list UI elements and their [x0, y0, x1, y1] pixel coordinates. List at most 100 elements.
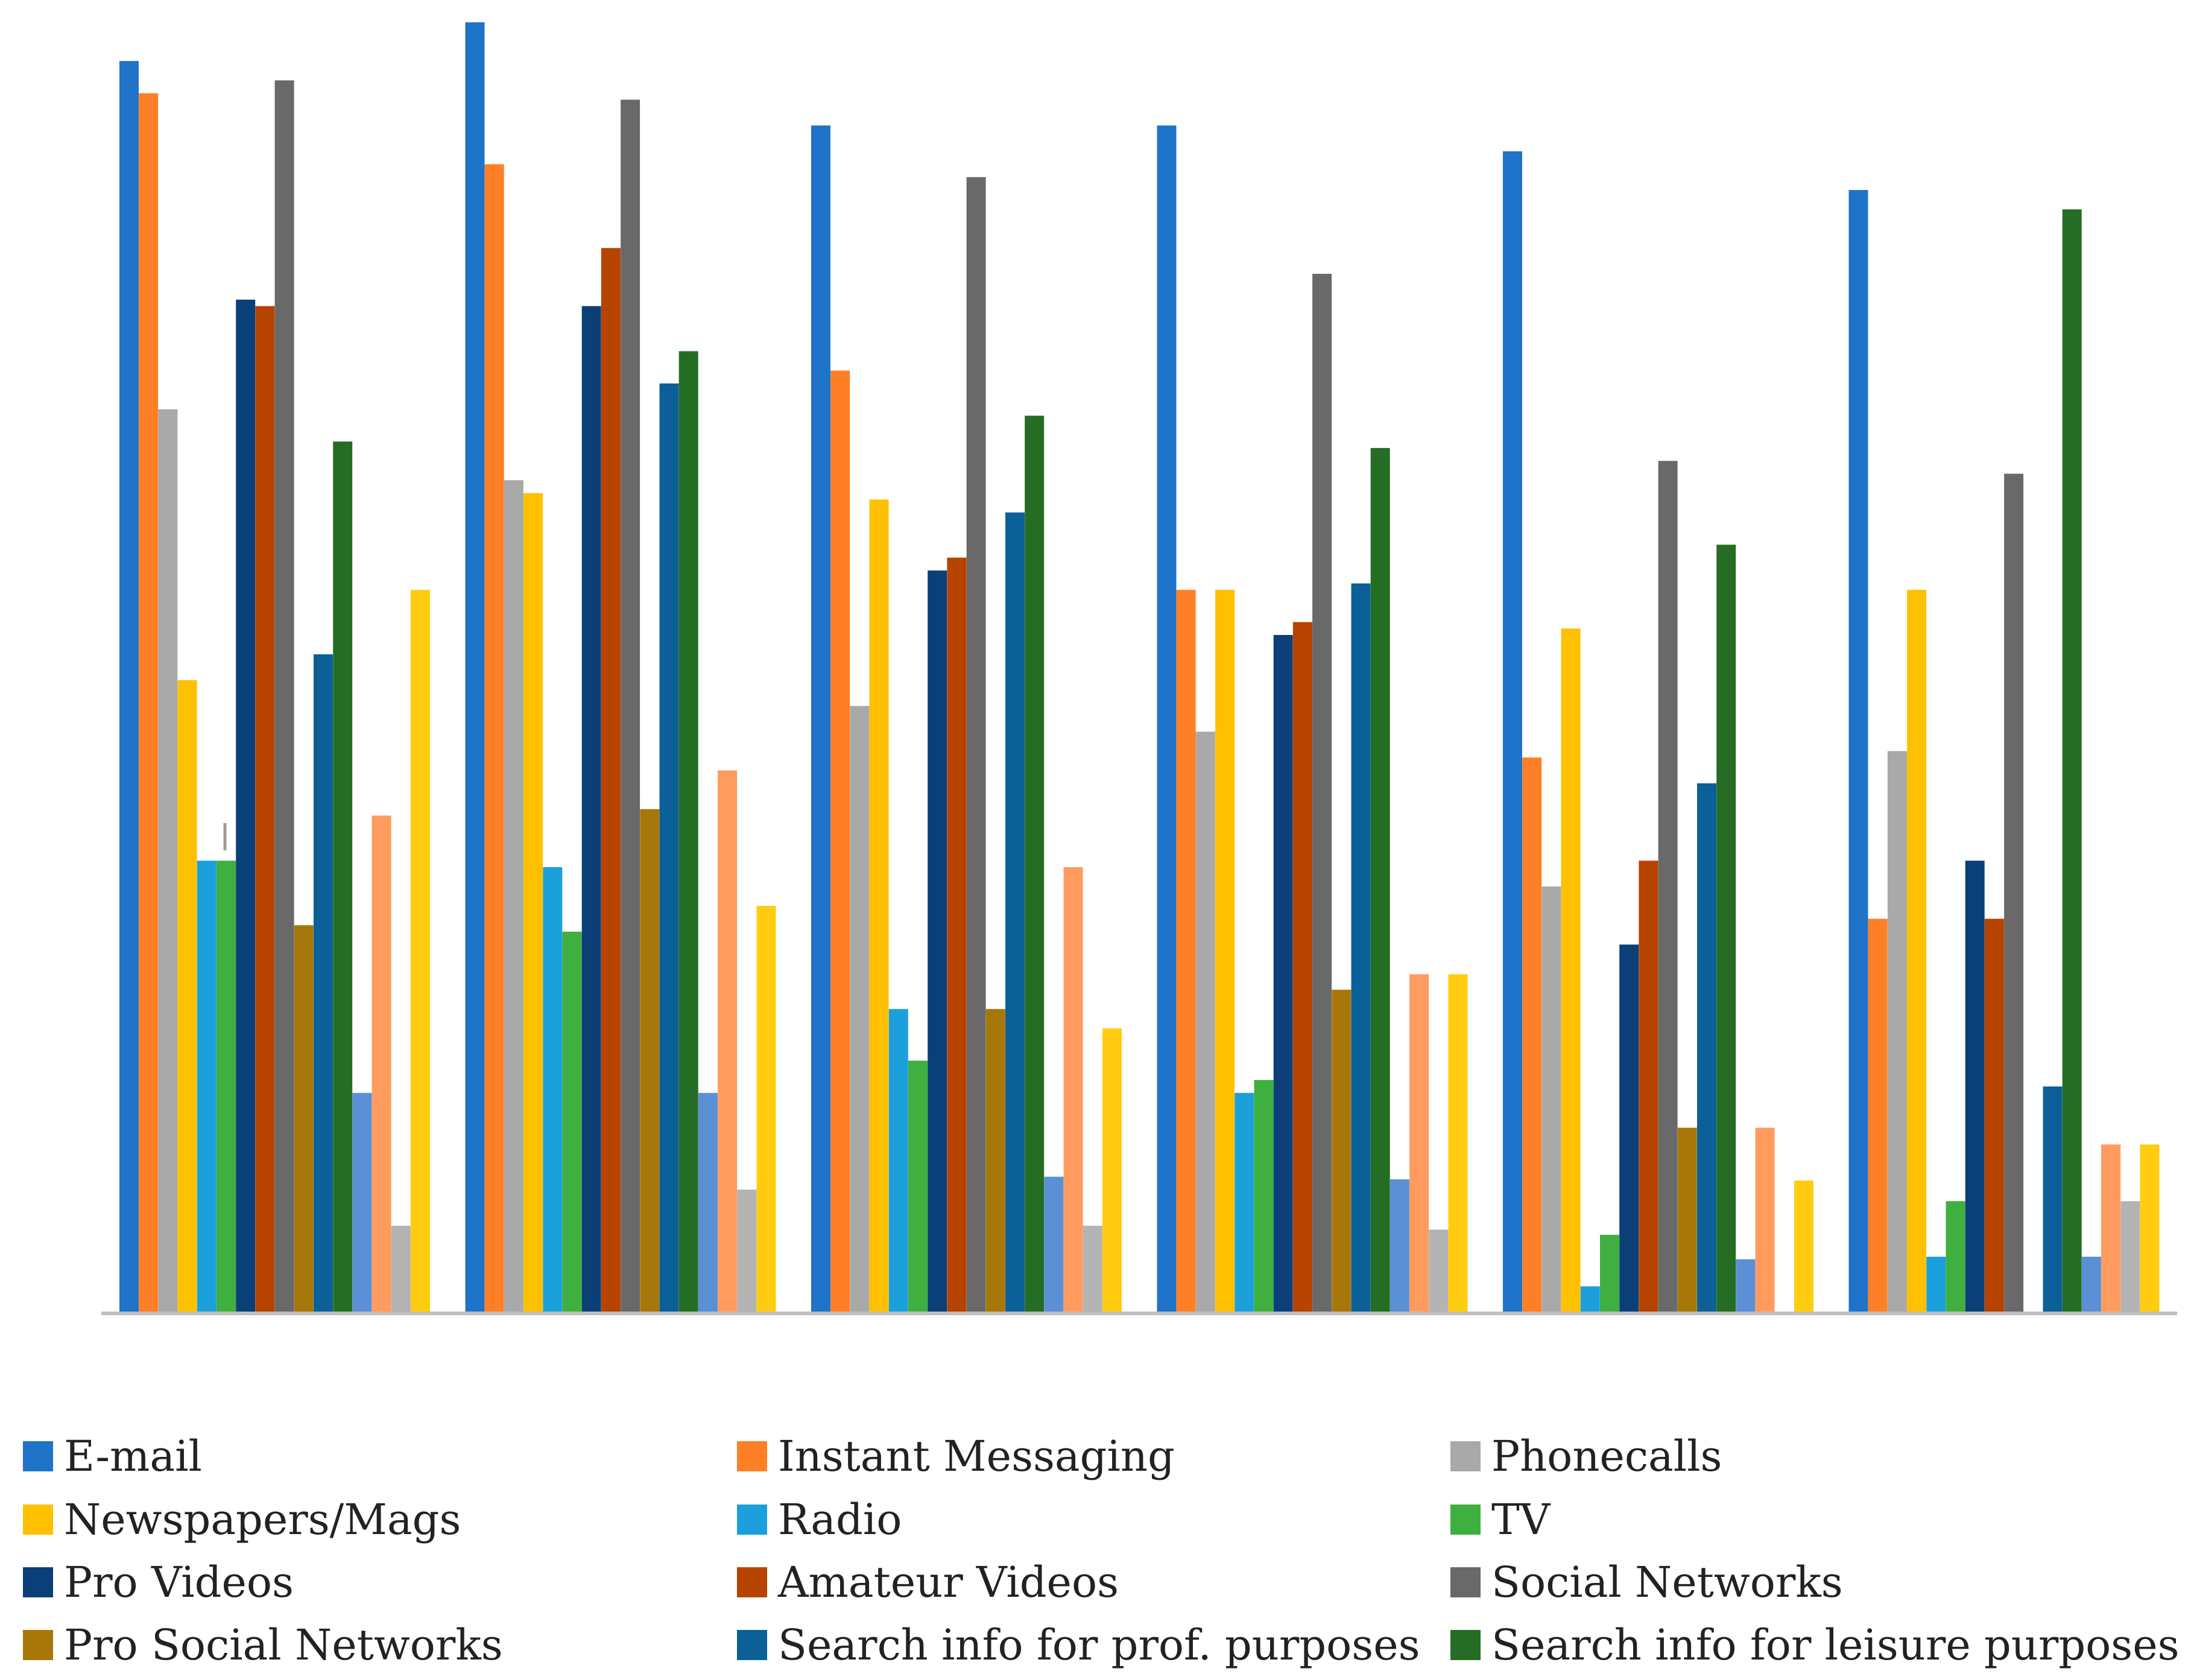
- bar-instant-messaging-group-5: [1522, 757, 1542, 1312]
- legend-label-tv: TV: [1491, 1495, 1551, 1544]
- legend-swatch-radio: [737, 1505, 767, 1535]
- bar-search-info-for-prof-purposes-group-1: [314, 654, 333, 1312]
- bar-search-info-for-leisure-purposes-group-6: [2062, 209, 2082, 1313]
- bar-tv-group-6: [1946, 1201, 1965, 1312]
- bar-social-networks-group-6: [2004, 473, 2024, 1312]
- bar-amateur-videos-group-2: [601, 248, 621, 1312]
- legend-label-radio: Radio: [778, 1495, 902, 1544]
- legend-swatch-tv: [1450, 1505, 1481, 1535]
- bar-amateur-videos-group-6: [1984, 918, 2004, 1312]
- bar-e-mail-group-4: [1157, 125, 1177, 1313]
- legend-label-amateur-videos: Amateur Videos: [777, 1558, 1119, 1607]
- legend-swatch-newspapers-mags: [23, 1505, 53, 1535]
- bar-instant-messaging-group-1: [139, 93, 159, 1313]
- bar-search-info-for-prof-purposes-group-2: [659, 383, 679, 1312]
- bar-search-info-for-leisure-purposes-group-4: [1370, 447, 1390, 1312]
- legend-swatch-social-networks: [1450, 1567, 1481, 1597]
- bar-newspapers-mags-group-3: [869, 499, 889, 1312]
- bar-newspapers-mags-group-5: [1561, 628, 1581, 1312]
- bar-search-info-for-prof-purposes-group-3: [1005, 512, 1025, 1312]
- bar-series-16-group-5: [1794, 1180, 1813, 1312]
- bar-pro-videos-group-5: [1619, 944, 1639, 1312]
- bar-pro-social-networks-group-1: [294, 925, 314, 1312]
- legend-swatch-pro-social-networks: [23, 1630, 53, 1660]
- legend: E-mail Instant Messaging Phonecalls Newspap…: [23, 1432, 2180, 1670]
- bar-series-16-group-1: [411, 590, 430, 1313]
- bar-series-13-group-1: [352, 1093, 372, 1312]
- bar-search-info-for-leisure-purposes-group-2: [678, 351, 698, 1312]
- legend-label-phonecalls: Phonecalls: [1491, 1432, 1722, 1481]
- bar-search-info-for-leisure-purposes-group-1: [333, 441, 353, 1313]
- bar-radio-group-3: [888, 1009, 908, 1312]
- bar-amateur-videos-group-3: [947, 557, 967, 1313]
- legend-swatch-phonecalls: [1450, 1441, 1481, 1471]
- bar-pro-videos-group-6: [1965, 861, 1985, 1312]
- bar-series-16-group-4: [1448, 974, 1468, 1312]
- bar-phonecalls-group-3: [850, 706, 870, 1312]
- bar-series-15-group-2: [737, 1189, 757, 1312]
- bar-amateur-videos-group-5: [1639, 861, 1658, 1312]
- bar-radio-group-6: [1926, 1257, 1946, 1312]
- bar-tv-group-4: [1254, 1080, 1274, 1312]
- bar-series-14-group-1: [371, 815, 391, 1312]
- legend-label-newspapers-mags: Newspapers/Mags: [64, 1495, 461, 1544]
- bar-radio-group-1: [197, 861, 217, 1312]
- legend-label-search-info-for-leisure-purposes: Search info for leisure purposes: [1491, 1620, 2180, 1670]
- bar-series-13-group-5: [1736, 1259, 1756, 1312]
- legend-swatch-amateur-videos: [737, 1567, 767, 1597]
- bar-search-info-for-leisure-purposes-group-5: [1716, 545, 1736, 1312]
- bar-series-14-group-6: [2101, 1144, 2121, 1312]
- bar-series-14-group-5: [1755, 1128, 1775, 1312]
- bar-social-networks-group-1: [274, 80, 294, 1312]
- bar-pro-social-networks-group-3: [985, 1009, 1005, 1312]
- legend-swatch-e-mail: [23, 1441, 53, 1471]
- bar-series-16-group-3: [1102, 1028, 1122, 1312]
- legend-swatch-search-info-for-prof-purposes: [737, 1630, 767, 1660]
- bar-series-13-group-4: [1390, 1179, 1409, 1312]
- bar-phonecalls-group-4: [1195, 731, 1215, 1312]
- bar-tv-group-5: [1600, 1234, 1619, 1312]
- bar-series-16-group-2: [756, 906, 776, 1312]
- bar-amateur-videos-group-1: [255, 306, 275, 1313]
- bar-pro-videos-group-2: [581, 306, 601, 1313]
- bar-amateur-videos-group-4: [1292, 622, 1312, 1312]
- bar-social-networks-group-2: [621, 99, 640, 1312]
- legend-swatch-pro-videos: [23, 1567, 53, 1597]
- legend-swatch-search-info-for-leisure-purposes: [1450, 1630, 1481, 1660]
- bar-series-16-group-6: [2140, 1144, 2160, 1312]
- bar-newspapers-mags-group-6: [1907, 590, 1927, 1313]
- bars-layer: [119, 22, 2160, 1313]
- bar-search-info-for-prof-purposes-group-5: [1697, 783, 1716, 1312]
- bar-instant-messaging-group-4: [1176, 590, 1196, 1313]
- bar-series-14-group-2: [718, 770, 738, 1312]
- bar-social-networks-group-5: [1658, 461, 1678, 1312]
- bar-series-13-group-3: [1044, 1176, 1064, 1312]
- bar-radio-group-5: [1580, 1286, 1600, 1312]
- bar-instant-messaging-group-2: [484, 164, 504, 1312]
- legend-label-search-info-for-prof-purposes: Search info for prof. purposes: [778, 1620, 1420, 1670]
- bar-e-mail-group-2: [465, 22, 485, 1312]
- bar-pro-social-networks-group-5: [1677, 1128, 1697, 1312]
- bar-phonecalls-group-5: [1541, 886, 1561, 1312]
- bar-series-15-group-1: [391, 1225, 411, 1312]
- bar-series-14-group-3: [1063, 867, 1083, 1312]
- bar-pro-videos-group-4: [1273, 635, 1293, 1312]
- bar-radio-group-4: [1235, 1093, 1254, 1312]
- bar-tv-group-1: [217, 861, 236, 1312]
- bar-phonecalls-group-1: [158, 409, 178, 1313]
- bar-series-13-group-6: [2081, 1257, 2101, 1312]
- legend-label-pro-social-networks: Pro Social Networks: [64, 1620, 503, 1670]
- bar-e-mail-group-5: [1503, 151, 1522, 1312]
- bar-search-info-for-prof-purposes-group-4: [1351, 583, 1371, 1312]
- bar-pro-videos-group-3: [928, 570, 947, 1312]
- bar-pro-videos-group-1: [236, 299, 256, 1312]
- bar-newspapers-mags-group-4: [1215, 590, 1235, 1313]
- bar-newspapers-mags-group-2: [523, 493, 543, 1313]
- legend-label-social-networks: Social Networks: [1491, 1558, 1843, 1607]
- bar-tv-group-3: [908, 1060, 928, 1312]
- bar-series-15-group-4: [1429, 1230, 1449, 1312]
- bar-pro-social-networks-group-4: [1332, 990, 1352, 1313]
- bar-social-networks-group-3: [966, 177, 986, 1313]
- bar-instant-messaging-group-3: [830, 370, 850, 1312]
- legend-swatch-instant-messaging: [737, 1441, 767, 1471]
